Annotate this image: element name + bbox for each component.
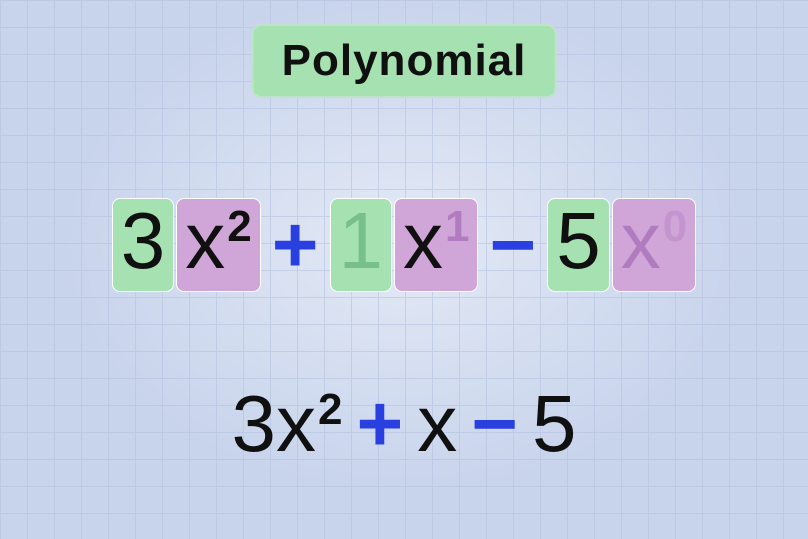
operator: + — [357, 384, 404, 464]
expanded-polynomial-row: 3x2+1x1−5x0 — [0, 198, 808, 292]
operator: − — [471, 384, 518, 464]
term-base: 5 — [532, 384, 577, 464]
coefficient-chip: 1 — [330, 198, 393, 292]
variable-chip: x0 — [612, 198, 696, 292]
coefficient-value: 3 — [121, 201, 166, 281]
coefficient-chip: 5 — [547, 198, 610, 292]
term-exponent: 2 — [318, 388, 342, 432]
operator: − — [489, 205, 536, 285]
variable-base: x — [403, 201, 443, 281]
coefficient-value: 5 — [556, 201, 601, 281]
title-chip: Polynomial — [252, 24, 557, 98]
term: 5 — [532, 384, 577, 464]
simplified-polynomial-row: 3x2+x−5 — [0, 384, 808, 464]
term: 3x2 — [232, 384, 343, 464]
variable-base: x — [621, 201, 661, 281]
variable-base: x — [185, 201, 225, 281]
variable-exponent: 0 — [663, 205, 687, 249]
variable-exponent: 1 — [445, 205, 469, 249]
term-base: x — [417, 384, 457, 464]
term: x — [417, 384, 457, 464]
variable-exponent: 2 — [227, 205, 251, 249]
coefficient-chip: 3 — [112, 198, 175, 292]
coefficient-value: 1 — [339, 201, 384, 281]
variable-chip: x1 — [394, 198, 478, 292]
variable-chip: x2 — [176, 198, 260, 292]
operator: + — [272, 205, 319, 285]
title-text: Polynomial — [282, 36, 527, 85]
term-base: 3x — [232, 384, 317, 464]
